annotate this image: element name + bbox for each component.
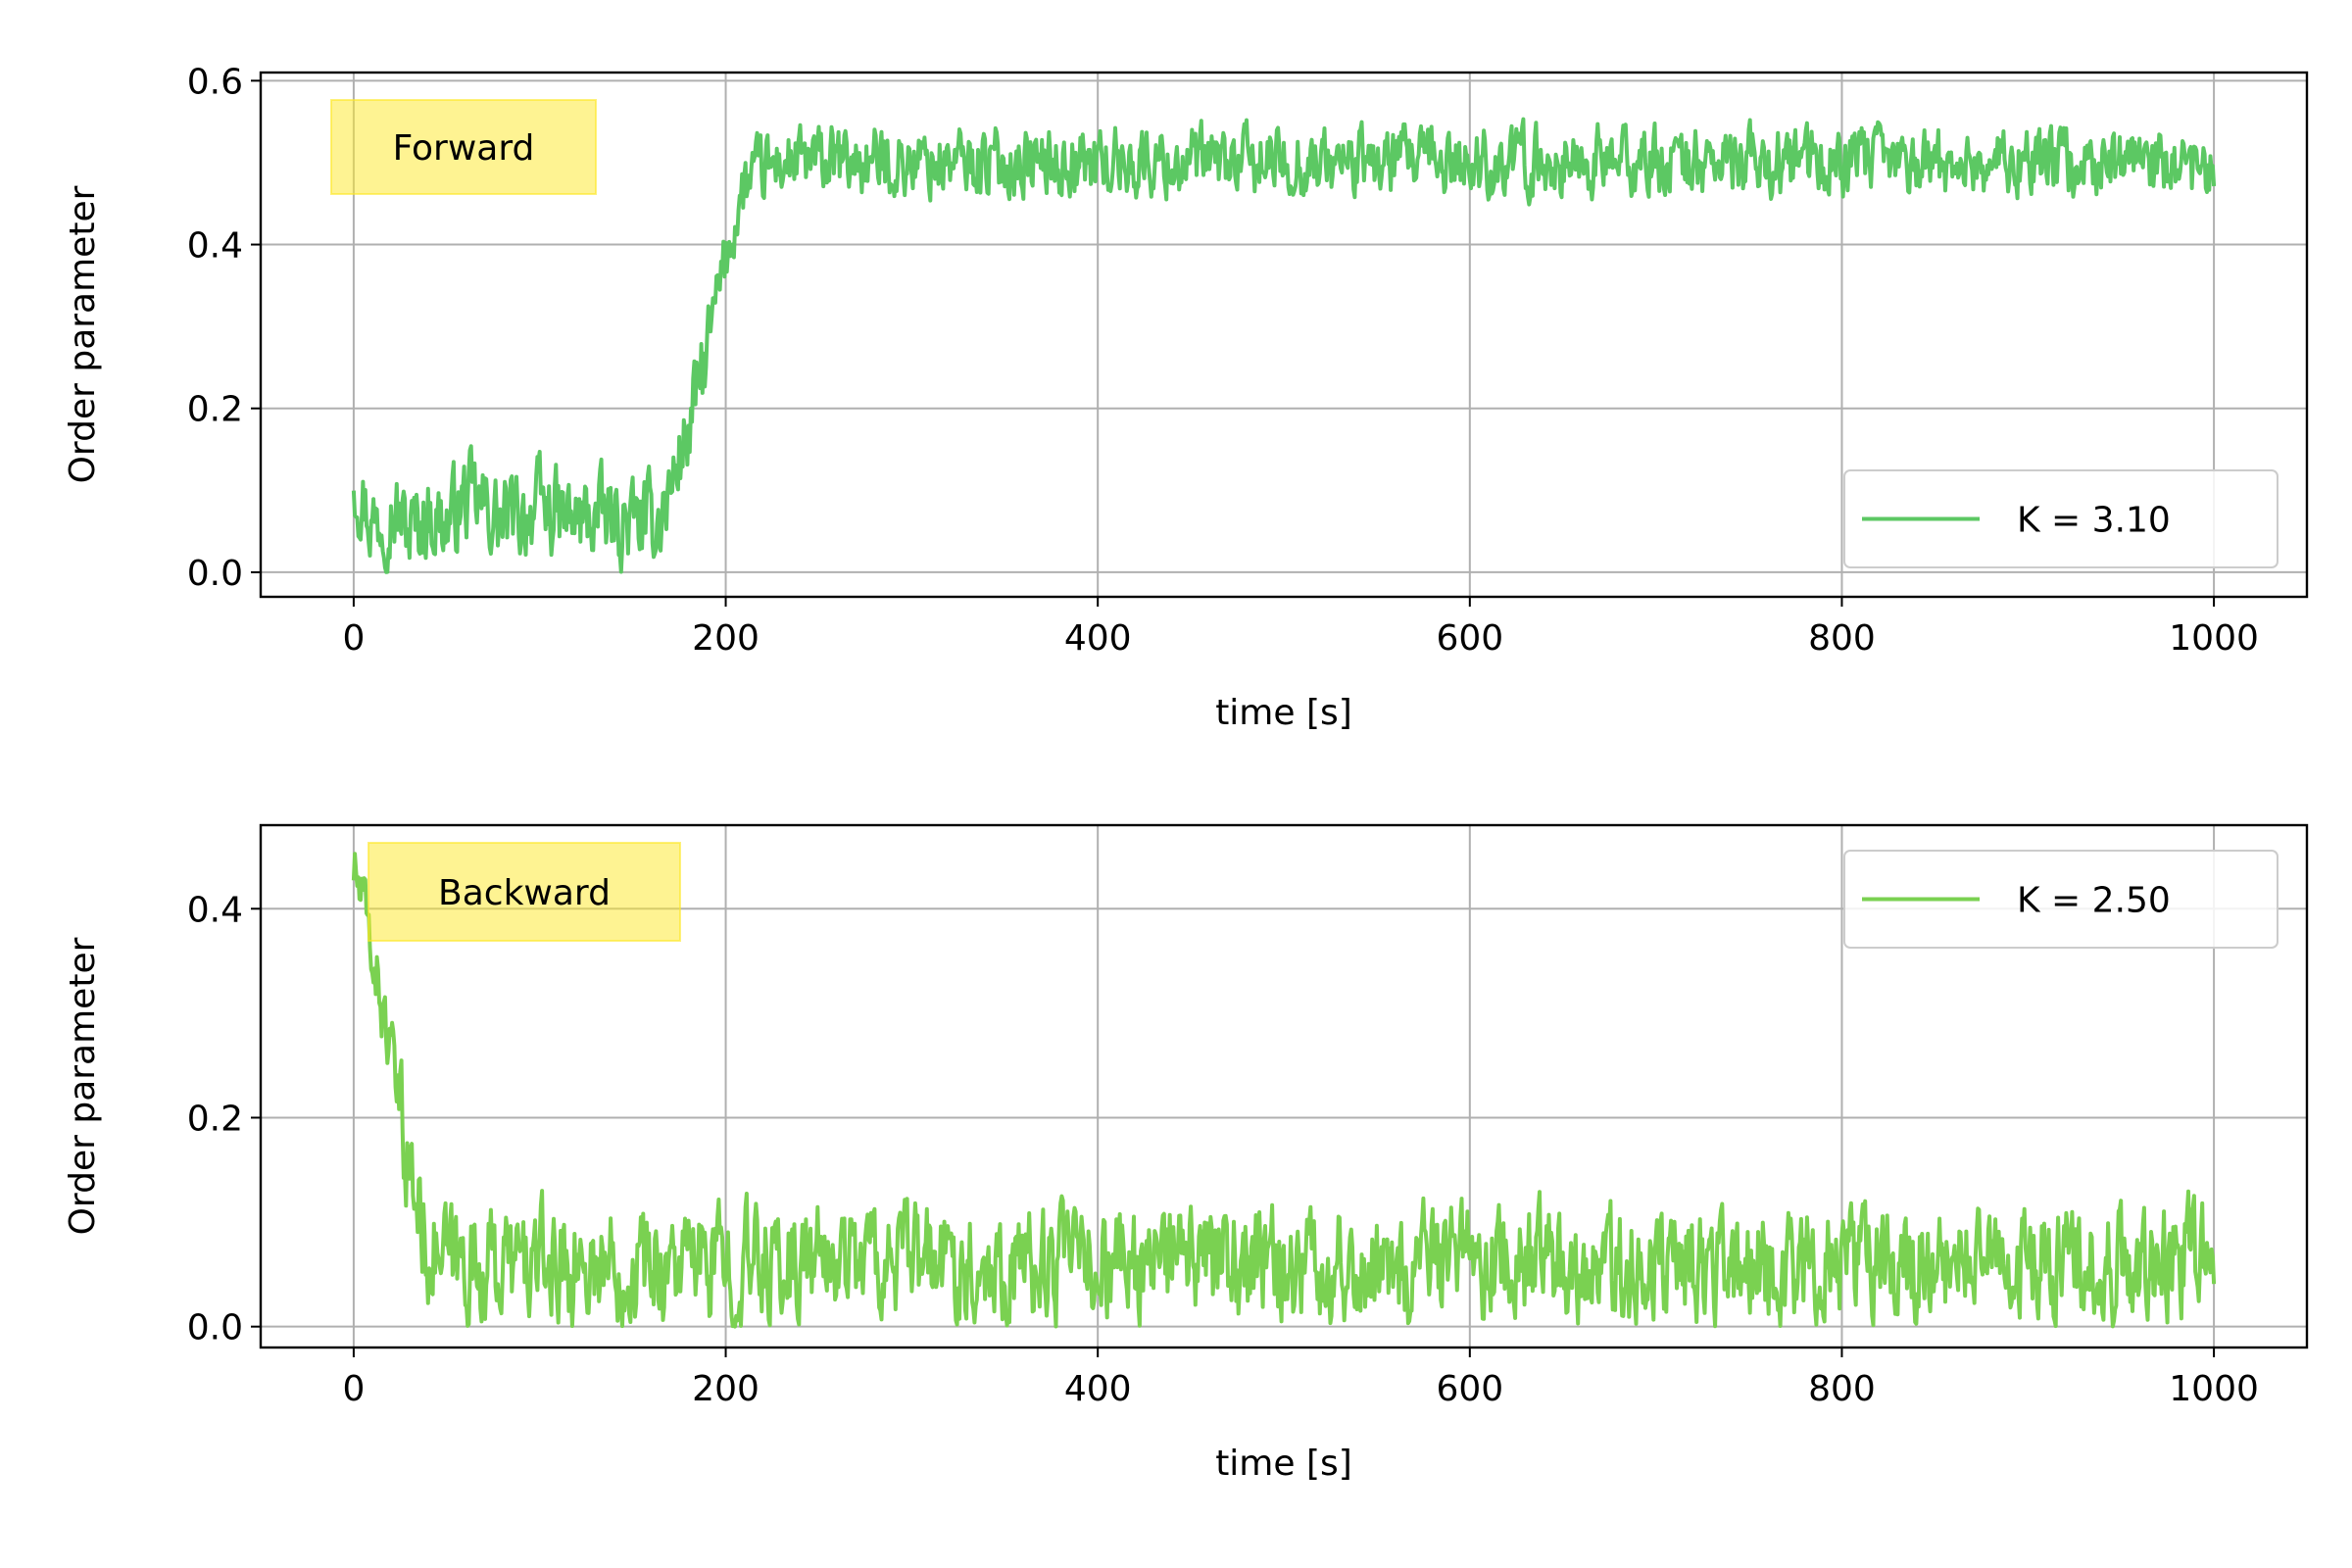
backward-annotation-text: Backward xyxy=(438,873,611,913)
x-tick-label: 0 xyxy=(342,1369,365,1409)
backward-y-axis-label: Order parameter xyxy=(63,937,103,1235)
x-tick-label: 800 xyxy=(1808,1369,1876,1409)
backward-legend: K = 2.50 xyxy=(1843,850,2278,949)
forward-panel: 0 200 400 600 800 1000 0.0 0.2 0.4 0.6 time [s] O… xyxy=(63,62,2309,733)
x-tick-label: 1000 xyxy=(2169,618,2259,659)
forward-series xyxy=(351,117,2217,574)
backward-legend-label: K = 2.50 xyxy=(2017,881,2171,921)
y-tick-label: 0.4 xyxy=(187,226,243,267)
x-tick-label: 0 xyxy=(342,618,365,659)
y-tick-label: 0.0 xyxy=(187,1308,243,1348)
x-tick-label: 400 xyxy=(1064,618,1132,659)
backward-annotation-box: Backward xyxy=(368,842,681,942)
forward-legend-label: K = 3.10 xyxy=(2017,501,2171,541)
forward-annotation-text: Forward xyxy=(393,128,535,169)
x-tick-label: 1000 xyxy=(2169,1369,2259,1409)
x-tick-label: 600 xyxy=(1436,1369,1503,1409)
backward-panel: 0 200 400 600 800 1000 0.0 0.2 0.4 time [s] Orde… xyxy=(63,823,2309,1484)
forward-annotation-box: Forward xyxy=(330,99,597,195)
backward-series xyxy=(351,852,2217,1329)
x-tick-label: 800 xyxy=(1808,618,1876,659)
forward-x-axis-label: time [s] xyxy=(1215,693,1352,733)
series-line-0 xyxy=(351,852,2217,1329)
x-tick-label: 200 xyxy=(692,1369,760,1409)
forward-ticks: 0 200 400 600 800 1000 0.0 0.2 0.4 0.6 xyxy=(187,62,2259,659)
x-tick-label: 600 xyxy=(1436,618,1503,659)
series-line-0 xyxy=(351,117,2217,574)
forward-y-axis-label: Order parameter xyxy=(63,185,103,483)
x-tick-label: 400 xyxy=(1064,1369,1132,1409)
y-tick-label: 0.6 xyxy=(187,62,243,102)
forward-axes-frame xyxy=(259,71,2309,599)
y-tick-label: 0.2 xyxy=(187,1099,243,1139)
y-tick-label: 0.2 xyxy=(187,390,243,430)
backward-ticks: 0 200 400 600 800 1000 0.0 0.2 0.4 xyxy=(187,890,2259,1409)
backward-x-axis-label: time [s] xyxy=(1215,1444,1352,1484)
y-tick-label: 0.4 xyxy=(187,890,243,930)
x-tick-label: 200 xyxy=(692,618,760,659)
y-tick-label: 0.0 xyxy=(187,554,243,594)
backward-axes-frame xyxy=(259,823,2309,1349)
forward-legend: K = 3.10 xyxy=(1843,469,2278,568)
forward-grid xyxy=(261,73,2307,597)
